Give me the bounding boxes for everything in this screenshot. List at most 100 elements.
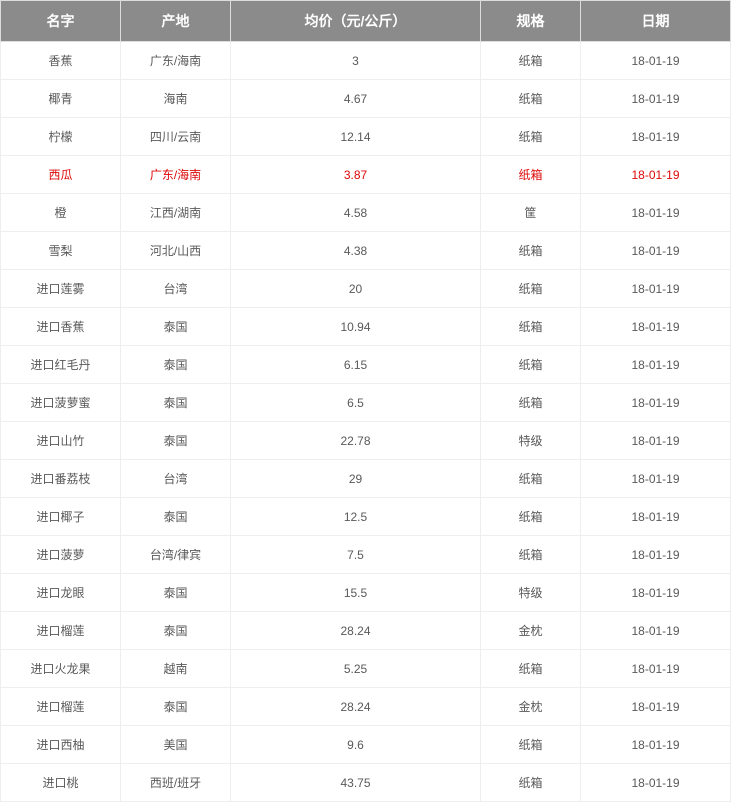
cell-price: 28.24 (231, 688, 481, 726)
table-head: 名字 产地 均价（元/公斤） 规格 日期 (1, 1, 731, 42)
cell-price: 15.5 (231, 574, 481, 612)
cell-name: 进口龙眼 (1, 574, 121, 612)
cell-spec: 特级 (481, 574, 581, 612)
cell-spec: 金枕 (481, 688, 581, 726)
cell-name: 进口榴莲 (1, 688, 121, 726)
cell-price: 10.94 (231, 308, 481, 346)
table-row: 进口香蕉泰国10.94纸箱18-01-19 (1, 308, 731, 346)
cell-date: 18-01-19 (581, 612, 731, 650)
table-row: 进口莲雾台湾20纸箱18-01-19 (1, 270, 731, 308)
cell-spec: 筐 (481, 194, 581, 232)
table-row: 进口桃西班/班牙43.75纸箱18-01-19 (1, 764, 731, 802)
table-row: 西瓜广东/海南3.87纸箱18-01-19 (1, 156, 731, 194)
cell-price: 5.25 (231, 650, 481, 688)
cell-origin: 泰国 (121, 422, 231, 460)
table-row: 进口西柚美国9.6纸箱18-01-19 (1, 726, 731, 764)
cell-origin: 泰国 (121, 574, 231, 612)
table-row: 进口榴莲泰国28.24金枕18-01-19 (1, 688, 731, 726)
cell-name: 椰青 (1, 80, 121, 118)
cell-name: 进口桃 (1, 764, 121, 802)
cell-origin: 越南 (121, 650, 231, 688)
cell-name: 橙 (1, 194, 121, 232)
cell-date: 18-01-19 (581, 536, 731, 574)
cell-date: 18-01-19 (581, 156, 731, 194)
cell-price: 3.87 (231, 156, 481, 194)
cell-name: 进口西柚 (1, 726, 121, 764)
cell-name: 香蕉 (1, 42, 121, 80)
cell-origin: 河北/山西 (121, 232, 231, 270)
cell-name: 柠檬 (1, 118, 121, 156)
cell-price: 9.6 (231, 726, 481, 764)
cell-origin: 台湾/律宾 (121, 536, 231, 574)
cell-price: 7.5 (231, 536, 481, 574)
cell-spec: 金枕 (481, 612, 581, 650)
cell-name: 进口红毛丹 (1, 346, 121, 384)
cell-spec: 纸箱 (481, 460, 581, 498)
cell-name: 进口山竹 (1, 422, 121, 460)
cell-date: 18-01-19 (581, 460, 731, 498)
cell-origin: 四川/云南 (121, 118, 231, 156)
table-row: 进口菠萝蜜泰国6.5纸箱18-01-19 (1, 384, 731, 422)
table-row: 椰青海南4.67纸箱18-01-19 (1, 80, 731, 118)
cell-price: 20 (231, 270, 481, 308)
cell-date: 18-01-19 (581, 688, 731, 726)
cell-price: 12.5 (231, 498, 481, 536)
table-row: 雪梨河北/山西4.38纸箱18-01-19 (1, 232, 731, 270)
col-header-price: 均价（元/公斤） (231, 1, 481, 42)
cell-spec: 纸箱 (481, 156, 581, 194)
table-row: 进口龙眼泰国15.5特级18-01-19 (1, 574, 731, 612)
cell-date: 18-01-19 (581, 764, 731, 802)
cell-price: 3 (231, 42, 481, 80)
cell-name: 进口火龙果 (1, 650, 121, 688)
table-row: 进口番荔枝台湾29纸箱18-01-19 (1, 460, 731, 498)
header-row: 名字 产地 均价（元/公斤） 规格 日期 (1, 1, 731, 42)
cell-date: 18-01-19 (581, 650, 731, 688)
cell-origin: 泰国 (121, 612, 231, 650)
cell-price: 29 (231, 460, 481, 498)
col-header-date: 日期 (581, 1, 731, 42)
col-header-origin: 产地 (121, 1, 231, 42)
cell-origin: 海南 (121, 80, 231, 118)
cell-date: 18-01-19 (581, 726, 731, 764)
table-row: 进口椰子泰国12.5纸箱18-01-19 (1, 498, 731, 536)
cell-date: 18-01-19 (581, 194, 731, 232)
table-row: 进口火龙果越南5.25纸箱18-01-19 (1, 650, 731, 688)
cell-price: 4.58 (231, 194, 481, 232)
cell-spec: 纸箱 (481, 232, 581, 270)
cell-spec: 纸箱 (481, 346, 581, 384)
cell-spec: 纸箱 (481, 498, 581, 536)
cell-origin: 台湾 (121, 460, 231, 498)
cell-date: 18-01-19 (581, 384, 731, 422)
table-row: 柠檬四川/云南12.14纸箱18-01-19 (1, 118, 731, 156)
table-row: 进口红毛丹泰国6.15纸箱18-01-19 (1, 346, 731, 384)
cell-origin: 江西/湖南 (121, 194, 231, 232)
cell-date: 18-01-19 (581, 42, 731, 80)
cell-spec: 纸箱 (481, 308, 581, 346)
cell-origin: 西班/班牙 (121, 764, 231, 802)
cell-name: 进口莲雾 (1, 270, 121, 308)
cell-spec: 纸箱 (481, 384, 581, 422)
cell-price: 4.67 (231, 80, 481, 118)
cell-spec: 纸箱 (481, 270, 581, 308)
cell-price: 6.5 (231, 384, 481, 422)
cell-name: 雪梨 (1, 232, 121, 270)
table-row: 进口榴莲泰国28.24金枕18-01-19 (1, 612, 731, 650)
cell-price: 12.14 (231, 118, 481, 156)
cell-price: 22.78 (231, 422, 481, 460)
cell-origin: 台湾 (121, 270, 231, 308)
cell-origin: 广东/海南 (121, 156, 231, 194)
cell-name: 进口榴莲 (1, 612, 121, 650)
cell-date: 18-01-19 (581, 498, 731, 536)
cell-name: 进口番荔枝 (1, 460, 121, 498)
cell-price: 6.15 (231, 346, 481, 384)
cell-spec: 纸箱 (481, 764, 581, 802)
cell-date: 18-01-19 (581, 574, 731, 612)
table-row: 香蕉广东/海南3纸箱18-01-19 (1, 42, 731, 80)
price-table: 名字 产地 均价（元/公斤） 规格 日期 香蕉广东/海南3纸箱18-01-19椰… (0, 0, 731, 802)
cell-spec: 特级 (481, 422, 581, 460)
table-row: 进口山竹泰国22.78特级18-01-19 (1, 422, 731, 460)
cell-spec: 纸箱 (481, 42, 581, 80)
cell-origin: 广东/海南 (121, 42, 231, 80)
cell-price: 43.75 (231, 764, 481, 802)
cell-date: 18-01-19 (581, 270, 731, 308)
